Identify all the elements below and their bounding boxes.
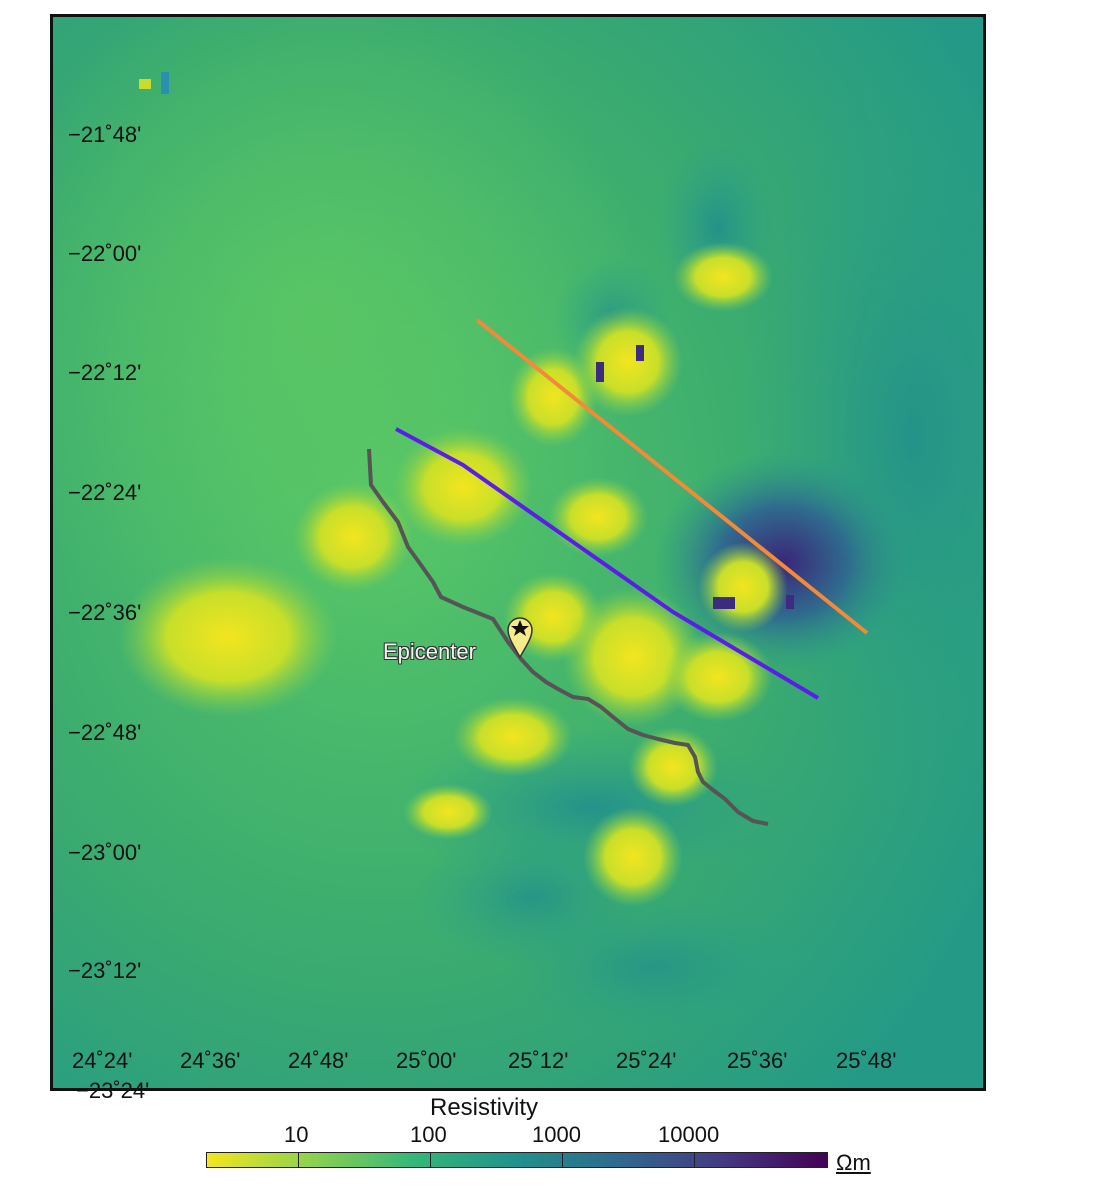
lon-label: 24˚24': [72, 1048, 133, 1073]
lon-label: 25˚24': [616, 1048, 677, 1073]
colorbar-divider: [298, 1152, 299, 1168]
lat-label: −22˚12': [68, 360, 142, 385]
lon-label: 24˚36': [180, 1048, 241, 1073]
colorbar-divider: [562, 1152, 563, 1168]
lon-label: 24˚48': [288, 1048, 349, 1073]
resistivity-map: [50, 14, 986, 1091]
lon-label: 25˚48': [836, 1048, 897, 1073]
lon-label: 25˚12': [508, 1048, 569, 1073]
colorbar-tick: 1000: [532, 1122, 581, 1147]
lat-label: −23˚00': [68, 840, 142, 865]
lat-label-bottom: −23˚24': [76, 1078, 150, 1103]
map-canvas: [53, 17, 983, 1088]
colorbar-unit: Ωm: [836, 1150, 871, 1175]
lon-label: 25˚36': [727, 1048, 788, 1073]
dark-trace-line: [367, 448, 769, 826]
lat-label: −21˚48': [68, 122, 142, 147]
colorbar-tick: 10000: [658, 1122, 720, 1147]
colorbar: [206, 1152, 828, 1168]
epicenter-marker-icon: [507, 617, 533, 659]
colorbar-tick: 100: [410, 1122, 447, 1147]
colorbar-title: Resistivity: [430, 1094, 539, 1121]
orange-fault-line: [475, 318, 869, 635]
lat-label: −22˚00': [68, 241, 142, 266]
lon-label: 25˚00': [396, 1048, 457, 1073]
lat-label: −22˚48': [68, 720, 142, 745]
colorbar-tick: 10: [284, 1122, 309, 1147]
lat-label: −22˚36': [68, 600, 142, 625]
colorbar-divider: [694, 1152, 695, 1168]
colorbar-divider: [430, 1152, 431, 1168]
lat-label: −22˚24': [68, 480, 142, 505]
epicenter-label: Epicenter: [383, 639, 476, 664]
lat-label: −23˚12': [68, 958, 142, 983]
blue-fault-line: [395, 427, 820, 700]
